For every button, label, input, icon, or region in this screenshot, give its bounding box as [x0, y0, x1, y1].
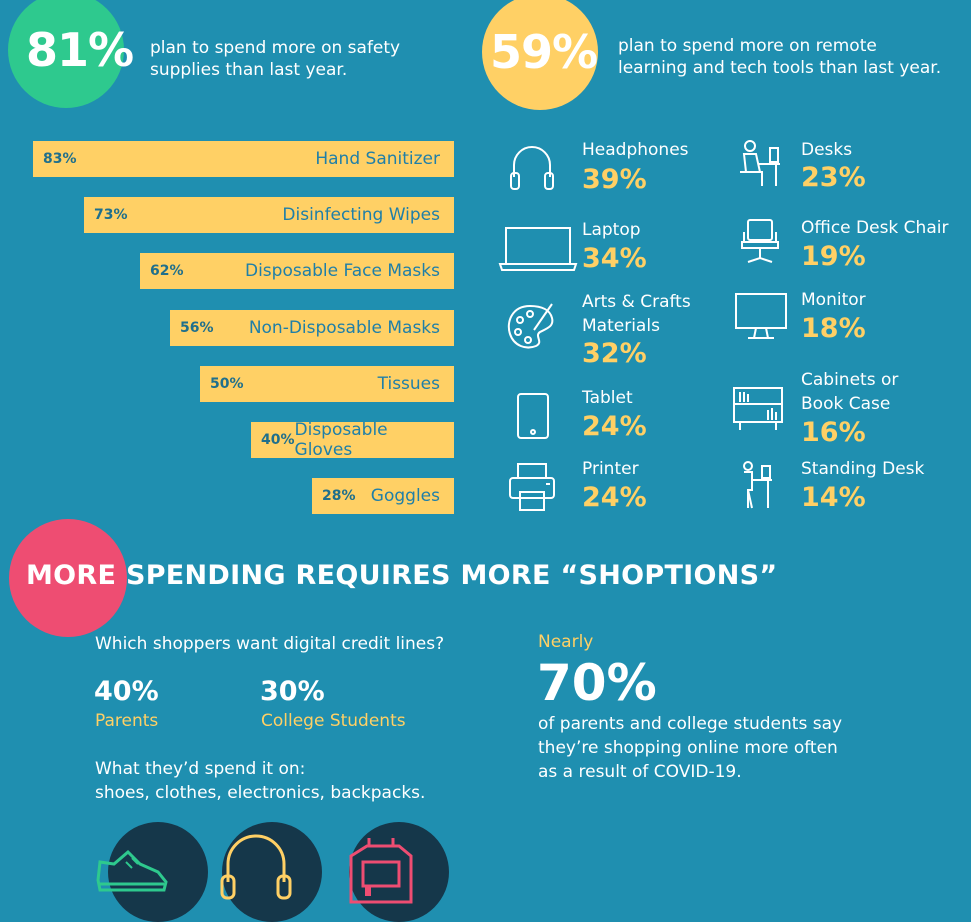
college-label: College Students — [261, 711, 406, 731]
spend-line2: shoes, clothes, electronics, backpacks. — [95, 783, 426, 803]
spend-line1: What they’d spend it on: — [95, 759, 306, 779]
pink-circle — [9, 519, 127, 637]
tech-item-label: Printer — [582, 459, 639, 479]
bar-category-label: Disposable Face Masks — [244, 261, 440, 281]
bar-tissues: 50% Tissues — [200, 366, 454, 402]
backpack-icon — [349, 838, 413, 904]
bar-disposable-gloves: 40% Disposable Gloves — [251, 420, 454, 460]
online-line3: as a result of COVID-19. — [538, 762, 742, 782]
headline: MORE SPENDING REQUIRES MORE “SHOPTIONS” — [26, 560, 778, 591]
tech-item-label: Arts & Crafts Materials — [582, 292, 691, 336]
bar-value-label: 28% — [322, 488, 356, 504]
bar-hand-sanitizer: 83% Hand Sanitizer — [33, 141, 454, 177]
palette-icon — [504, 300, 556, 356]
desk-icon — [736, 138, 784, 194]
bar-disposable-face-masks: 62% Disposable Face Masks — [140, 253, 454, 289]
headphones-icon — [220, 834, 292, 900]
stat-circle-81: 81% — [8, 0, 134, 108]
tech-item-value: 24% — [582, 482, 647, 513]
tech-item-label: Standing Desk — [801, 459, 925, 479]
bar-value-label: 56% — [180, 320, 214, 336]
safety-text: plan to spend more on safety supplies th… — [150, 37, 400, 81]
electronics-circle — [220, 822, 322, 922]
bar-category-label: Hand Sanitizer — [315, 149, 440, 169]
safety-stat: 81% — [26, 23, 134, 77]
college-stat: 30% — [260, 676, 325, 707]
tablet-icon — [512, 392, 554, 444]
tech-item-label: Cabinets or Book Case — [801, 370, 899, 414]
remote-stat: 59% — [490, 25, 598, 79]
laptop-icon — [498, 220, 578, 276]
tech-item-value: 39% — [582, 164, 647, 195]
monitor-icon — [734, 292, 788, 346]
bar-category-label: Tissues — [377, 374, 440, 394]
bar-category-label: Disinfecting Wipes — [282, 205, 440, 225]
remote-text-line2: learning and tech tools than last year. — [618, 58, 942, 78]
bar-value-label: 50% — [210, 376, 244, 392]
tech-item-label: Desks — [801, 140, 853, 160]
safety-text-line1: plan to spend more on safety — [150, 38, 401, 58]
parents-stat: 40% — [94, 676, 159, 707]
bookcase-icon — [732, 384, 784, 438]
credit-question: Which shoppers want digital credit lines… — [95, 634, 445, 654]
nearly-label: Nearly — [538, 632, 594, 652]
bar-goggles: 28% Goggles — [312, 478, 454, 514]
tech-item-label: Headphones — [582, 140, 689, 160]
online-stat: 70% — [537, 654, 657, 712]
online-line1: of parents and college students say — [538, 714, 843, 734]
spend-text: What they’d spend it on: shoes, clothes,… — [95, 757, 425, 805]
remote-text-line1: plan to spend more on remote — [618, 36, 877, 56]
bar-category-label: Disposable Gloves — [294, 420, 388, 460]
tech-item-value: 14% — [801, 482, 866, 513]
tech-item-label: Monitor — [801, 290, 866, 310]
bar-value-label: 83% — [43, 151, 77, 167]
tech-item-label: Office Desk Chair — [801, 218, 949, 238]
tech-item-value: 19% — [801, 241, 866, 272]
tech-item-value: 24% — [582, 411, 647, 442]
tech-item-value: 18% — [801, 313, 866, 344]
online-text: of parents and college students say they… — [538, 712, 842, 784]
stat-circle-59: 59% — [482, 0, 598, 110]
printer-icon — [508, 462, 556, 516]
backpack-circle — [349, 822, 449, 922]
tech-item-value: 16% — [801, 417, 866, 448]
bar-category-label: Non-Disposable Masks — [248, 318, 440, 338]
tech-item-value: 23% — [801, 162, 866, 193]
headphones-icon — [508, 143, 556, 199]
bar-value-label: 40% — [261, 432, 295, 448]
bar-value-label: 62% — [150, 263, 184, 279]
remote-text: plan to spend more on remote learning an… — [618, 35, 941, 79]
shoes-circle — [96, 822, 208, 922]
bar-non-disposable-masks: 56% Non-Disposable Masks — [170, 310, 454, 346]
parents-label: Parents — [95, 711, 159, 731]
sneaker-icon — [96, 849, 168, 892]
tech-item-label: Laptop — [582, 220, 641, 240]
tech-item-value: 34% — [582, 243, 647, 274]
tech-item-label: Tablet — [582, 388, 633, 408]
bar-disinfecting-wipes: 73% Disinfecting Wipes — [84, 197, 454, 233]
chair-icon — [738, 218, 782, 272]
bar-category-label: Goggles — [370, 486, 440, 506]
tech-item-value: 32% — [582, 338, 647, 369]
online-line2: they’re shopping online more often — [538, 738, 838, 758]
standing-desk-icon — [738, 460, 780, 516]
bar-value-label: 73% — [94, 207, 128, 223]
safety-text-line2: supplies than last year. — [150, 60, 348, 80]
